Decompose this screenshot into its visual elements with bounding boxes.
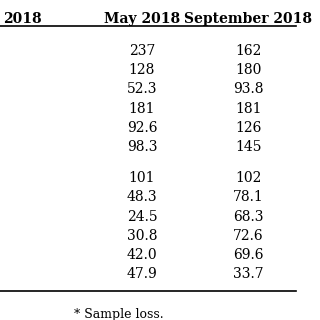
Text: 145: 145 [235,140,262,154]
Text: 68.3: 68.3 [233,210,264,224]
Text: * Sample loss.: * Sample loss. [74,308,164,320]
Text: 128: 128 [129,63,155,77]
Text: 237: 237 [129,44,155,58]
Text: September 2018: September 2018 [184,12,312,26]
Text: 30.8: 30.8 [127,229,157,243]
Text: 98.3: 98.3 [127,140,157,154]
Text: 69.6: 69.6 [233,248,264,262]
Text: 102: 102 [235,171,261,185]
Text: 24.5: 24.5 [127,210,157,224]
Text: 181: 181 [129,102,155,116]
Text: 33.7: 33.7 [233,267,264,281]
Text: May 2018: May 2018 [104,12,180,26]
Text: 2018: 2018 [3,12,42,26]
Text: 72.6: 72.6 [233,229,264,243]
Text: 101: 101 [129,171,155,185]
Text: 42.0: 42.0 [127,248,157,262]
Text: 78.1: 78.1 [233,190,264,204]
Text: 52.3: 52.3 [127,83,157,96]
Text: 93.8: 93.8 [233,83,264,96]
Text: 162: 162 [235,44,261,58]
Text: 181: 181 [235,102,262,116]
Text: 180: 180 [235,63,261,77]
Text: 126: 126 [235,121,261,135]
Text: 47.9: 47.9 [126,267,157,281]
Text: 48.3: 48.3 [127,190,157,204]
Text: 92.6: 92.6 [127,121,157,135]
